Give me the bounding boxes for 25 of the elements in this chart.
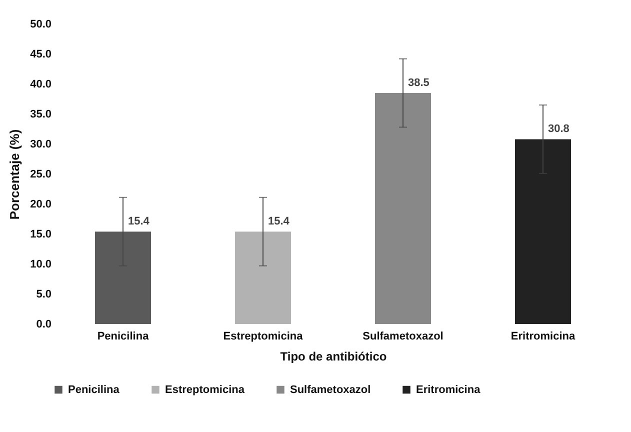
y-tick-label: 25.0	[30, 168, 52, 180]
data-label: 15.4	[128, 216, 150, 228]
legend-label: Penicilina	[68, 384, 120, 396]
y-tick-label: 10.0	[30, 258, 52, 270]
x-axis-title: Tipo de antibiótico	[280, 350, 387, 364]
y-tick-label: 50.0	[30, 18, 52, 30]
data-label: 15.4	[268, 216, 290, 228]
x-tick-label: Eritromicina	[510, 330, 576, 342]
data-label: 30.8	[548, 123, 570, 136]
data-label: 38.5	[408, 77, 430, 89]
y-tick-label: 35.0	[30, 108, 52, 120]
legend-label: Sulfametoxazol	[290, 384, 371, 396]
y-tick-label: 5.0	[36, 288, 52, 300]
legend-label: Eritromicina	[416, 384, 482, 396]
y-tick-label: 30.0	[30, 138, 52, 150]
legend-label: Estreptomicina	[165, 384, 246, 396]
y-tick-label: 45.0	[30, 48, 52, 60]
y-tick-label: 15.0	[30, 228, 52, 240]
y-tick-label: 0.0	[36, 318, 52, 330]
x-tick-label: Estreptomicina	[223, 330, 304, 342]
x-tick-label: Sulfametoxazol	[362, 330, 444, 342]
y-tick-label: 40.0	[30, 78, 52, 90]
y-axis-title: Porcentaje (%)	[7, 129, 22, 220]
y-tick-label: 20.0	[30, 198, 52, 210]
x-tick-label: Penicilina	[97, 330, 150, 342]
